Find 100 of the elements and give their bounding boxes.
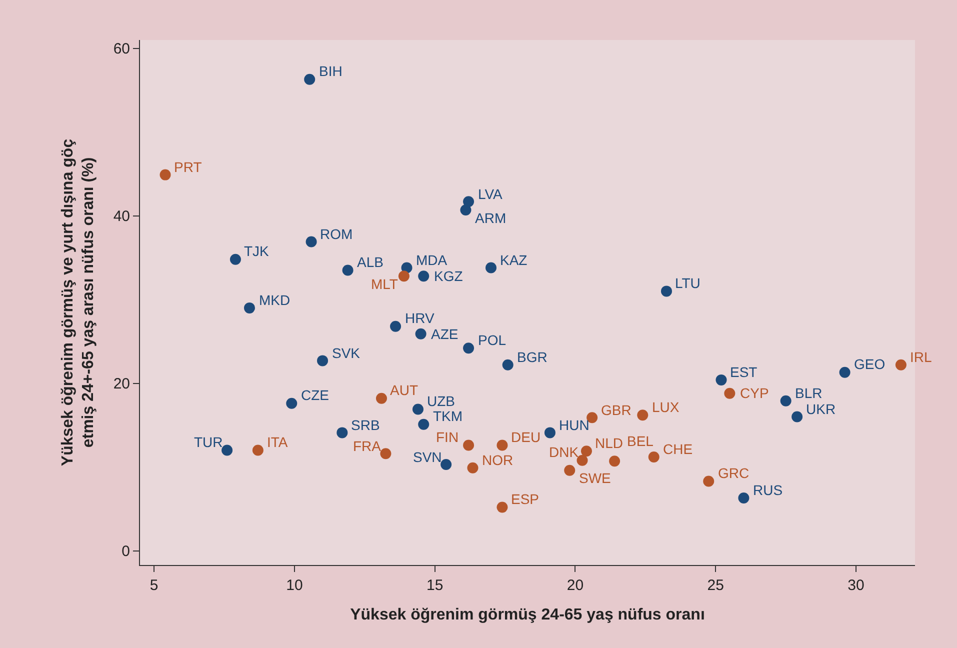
x-tick-label: 30 (848, 577, 864, 594)
point (724, 388, 736, 399)
point (252, 444, 264, 456)
data-label: ITA (267, 434, 288, 450)
point (460, 204, 472, 216)
point (380, 448, 392, 460)
data-label: IRL (910, 349, 932, 365)
point (317, 355, 328, 366)
point (502, 359, 514, 370)
point (576, 454, 588, 466)
data-label: NLD (595, 435, 624, 451)
data-label: HUN (559, 417, 590, 433)
y-axis-title: Yüksek öğrenim görmüş ve yurt dışına göç etmiş 24+-65 yaş arası nüfus oranı (%) (59, 138, 98, 466)
point (412, 404, 424, 415)
data-label: SWE (579, 470, 611, 486)
point (660, 286, 672, 297)
data-label: GBR (601, 402, 632, 418)
data-label: TJK (244, 243, 270, 259)
data-label: POL (478, 332, 506, 348)
point (390, 320, 402, 332)
data-label: FIN (436, 429, 459, 445)
point (398, 270, 410, 282)
data-label: BEL (627, 433, 654, 449)
point (306, 236, 317, 248)
point (586, 412, 598, 424)
data-label: BLR (795, 385, 822, 401)
data-label: AZE (431, 326, 458, 342)
point (544, 427, 556, 438)
point (230, 254, 241, 265)
data-label: DEU (511, 429, 541, 445)
point (496, 502, 508, 513)
point (160, 169, 171, 180)
point (244, 302, 256, 314)
point (609, 456, 620, 467)
data-label: DNK (549, 444, 580, 460)
x-tick-label: 15 (426, 577, 444, 594)
point (418, 418, 430, 430)
point (336, 427, 348, 438)
point (467, 462, 478, 474)
data-label: ESP (511, 491, 540, 507)
point (716, 374, 727, 386)
point (780, 395, 792, 406)
data-label: NOR (482, 452, 514, 468)
point (415, 328, 426, 340)
point (222, 444, 233, 456)
data-label: TKM (433, 408, 463, 424)
data-label: MLT (371, 276, 398, 292)
point (738, 492, 750, 504)
x-tick-label: 10 (286, 577, 303, 594)
data-label: SVK (332, 345, 361, 361)
data-label: CYP (740, 385, 769, 401)
x-axis-title: Yüksek öğrenim görmüş 24-65 yaş nüfus oranı (350, 606, 705, 624)
x-tick-label: 25 (707, 577, 724, 594)
x-tick-label: 5 (150, 577, 158, 594)
data-label: KAZ (500, 252, 528, 268)
data-label: LVA (478, 186, 504, 202)
data-label: GRC (718, 465, 750, 481)
point (895, 359, 906, 370)
data-label: ARM (475, 210, 506, 226)
y-tick-label: 0 (122, 543, 130, 560)
data-label: CZE (301, 387, 329, 403)
point (637, 410, 648, 421)
point (564, 464, 576, 476)
point (496, 440, 508, 451)
data-label: GEO (854, 356, 886, 372)
data-label: BGR (517, 349, 548, 365)
point (648, 451, 660, 462)
x-tick-label: 20 (566, 577, 584, 594)
point (486, 262, 496, 274)
data-label: HRV (405, 310, 435, 326)
data-label: BIH (319, 63, 342, 79)
data-label: TUR (194, 434, 223, 450)
data-label: LTU (675, 275, 700, 291)
point (703, 476, 714, 487)
point (463, 342, 474, 354)
y-tick-label: 60 (113, 40, 130, 58)
data-label: MDA (416, 252, 448, 268)
data-label: UKR (806, 401, 836, 417)
point (463, 440, 474, 451)
data-label: ALB (357, 254, 384, 270)
point (342, 264, 354, 276)
data-label: SRB (351, 417, 380, 433)
point (839, 366, 850, 378)
data-label: PRT (174, 159, 202, 175)
point (376, 392, 387, 404)
point (440, 459, 452, 470)
point (580, 446, 592, 457)
point (418, 270, 430, 282)
data-label: FRA (353, 438, 382, 454)
point (463, 196, 474, 208)
point (304, 74, 316, 85)
data-label: LUX (652, 399, 680, 415)
point (286, 398, 298, 409)
data-label: ROM (320, 226, 353, 242)
data-label: SVN (413, 449, 442, 465)
y-tick-label: 20 (113, 376, 130, 393)
data-label: AUT (390, 382, 418, 398)
data-label: UZB (427, 393, 455, 409)
y-tick-label: 40 (113, 208, 130, 226)
data-label: KGZ (434, 268, 464, 284)
